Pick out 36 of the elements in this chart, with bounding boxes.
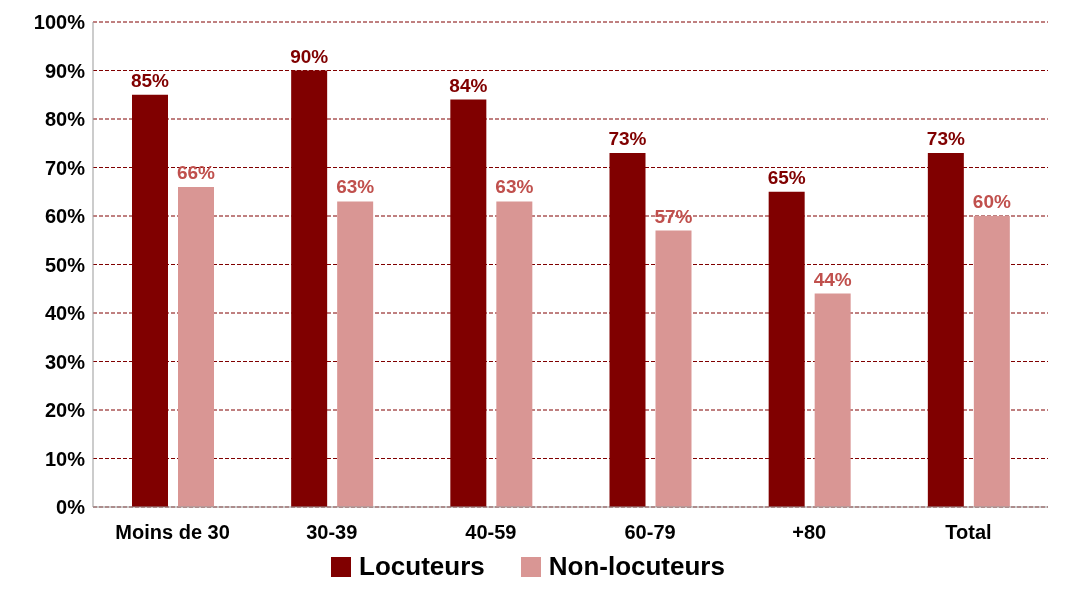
y-tick-label: 30%	[44, 350, 86, 373]
data-label: 73%	[608, 127, 647, 149]
y-tick-label: 0%	[56, 496, 86, 519]
y-tick-label: 70%	[44, 156, 86, 179]
x-tick-label: Moins de 30	[115, 521, 230, 544]
data-label: 85%	[130, 69, 170, 91]
y-tick-label: 60%	[44, 205, 86, 228]
data-label: 66%	[176, 161, 216, 183]
y-tick-label: 90%	[44, 59, 86, 82]
bar	[655, 230, 692, 507]
y-tick-label: 100%	[33, 11, 86, 34]
y-tick-label: 50%	[44, 253, 86, 276]
bar	[814, 293, 851, 507]
bar	[337, 201, 374, 507]
x-tick-label: Total	[945, 521, 992, 544]
y-tick-label: 10%	[44, 447, 86, 470]
data-label: 63%	[495, 176, 534, 198]
y-tick-label: 80%	[44, 108, 86, 131]
data-label: 60%	[972, 191, 1011, 212]
data-label: 63%	[336, 176, 375, 198]
bar	[973, 216, 1010, 507]
legend-label: Non-locuteurs	[548, 551, 725, 582]
data-label: 90%	[290, 45, 329, 67]
x-tick-label: 30-39	[306, 521, 358, 544]
data-label: 65%	[767, 166, 806, 188]
bar	[178, 186, 214, 507]
y-tick-label: 20%	[44, 399, 86, 422]
data-label: 44%	[813, 268, 852, 290]
bar	[496, 201, 533, 507]
data-label: 73%	[926, 127, 965, 149]
x-tick-label: 60-79	[624, 521, 676, 544]
y-tick-label: 40%	[44, 302, 86, 325]
x-tick-label: +80	[792, 521, 827, 544]
x-tick-label: 40-59	[465, 521, 517, 544]
data-label: 84%	[449, 74, 488, 96]
legend-label: Locuteurs	[359, 551, 485, 582]
